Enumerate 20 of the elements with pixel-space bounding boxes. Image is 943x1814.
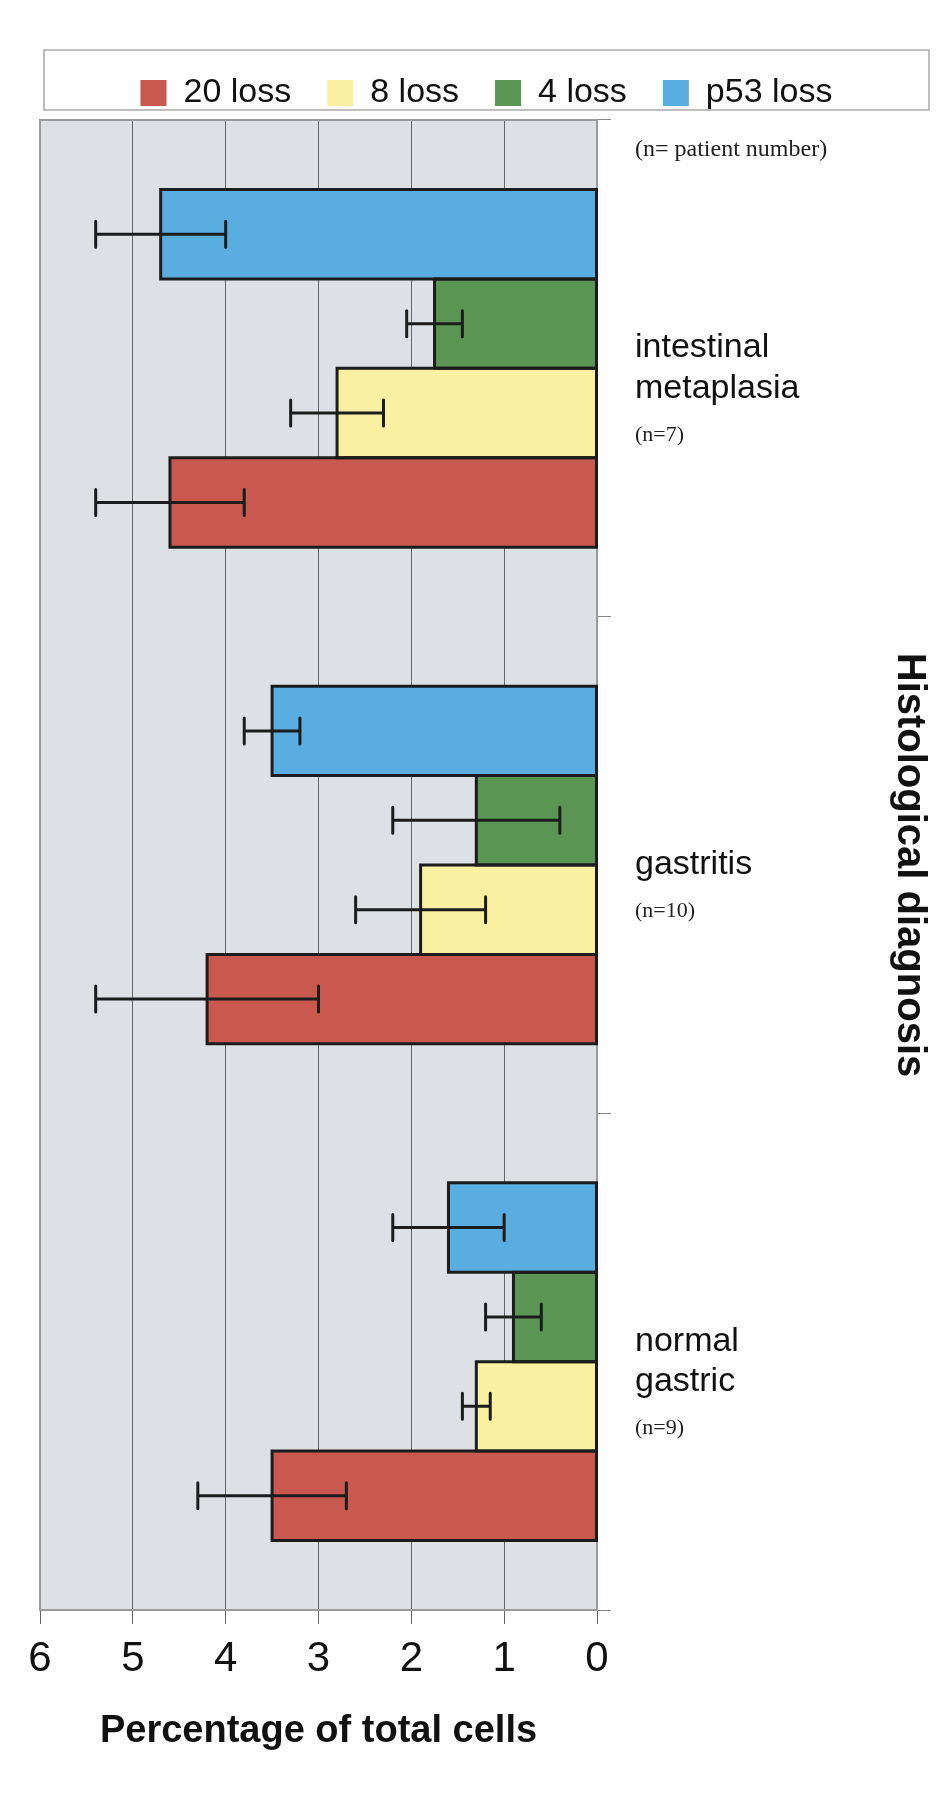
y-axis-title: Histological diagnosis xyxy=(889,652,934,1078)
x-tick-label: 3 xyxy=(306,1632,331,1680)
text: (n=9) xyxy=(635,1414,685,1440)
legend-label: p53 loss xyxy=(705,71,833,110)
y-tick-label: normal gastric xyxy=(635,1319,739,1399)
x-tick-label: 1 xyxy=(492,1632,516,1680)
text: (n=10) xyxy=(635,897,696,923)
x-tick-label: 4 xyxy=(213,1632,238,1680)
text: (n=7) xyxy=(635,420,685,446)
y-tick-label: intestinal metaplasia xyxy=(635,326,800,406)
legend-label: 4 loss xyxy=(538,71,627,110)
x-tick-label: 5 xyxy=(121,1632,145,1680)
y-tick-label: gastritis xyxy=(635,843,753,882)
legend-label: 20 loss xyxy=(183,71,292,110)
x-tick-label: 0 xyxy=(585,1632,609,1680)
text: (n= patient number) xyxy=(635,135,828,162)
legend-label: 8 loss xyxy=(370,71,460,110)
x-axis-title: Percentage of total cells xyxy=(99,1707,538,1750)
x-tick-label: 6 xyxy=(28,1632,52,1680)
x-tick-label: 2 xyxy=(399,1632,424,1680)
